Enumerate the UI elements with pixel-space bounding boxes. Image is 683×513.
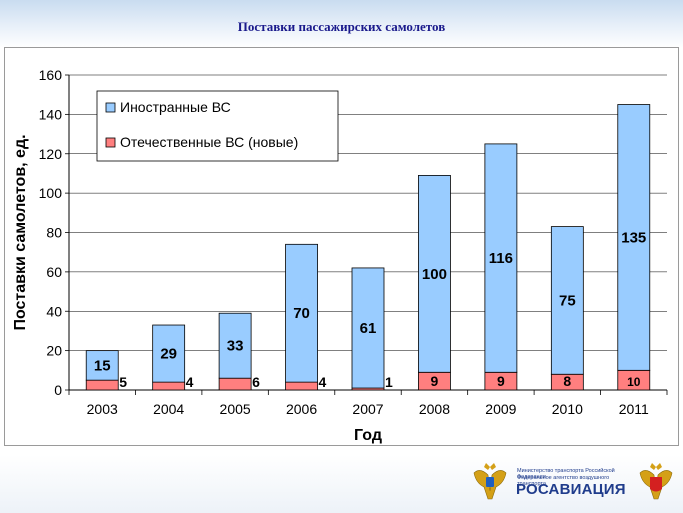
bar-foreign xyxy=(418,175,451,373)
data-label-domestic: 9 xyxy=(497,373,505,389)
data-label-foreign: 33 xyxy=(227,338,244,355)
data-label-domestic: 10 xyxy=(627,375,641,389)
x-tick-label: 2004 xyxy=(153,401,184,417)
legend-label: Иностранные ВС xyxy=(120,99,231,115)
x-tick-label: 2007 xyxy=(352,401,383,417)
y-tick-label: 0 xyxy=(54,382,62,398)
eagle-emblem-left-icon xyxy=(473,463,507,500)
bar-foreign xyxy=(550,226,584,375)
page-title: Поставки пассажирских самолетов xyxy=(237,19,446,34)
header-band xyxy=(0,0,683,48)
data-label-domestic: 8 xyxy=(563,373,571,389)
x-tick-label: 2009 xyxy=(485,401,516,417)
bar-foreign xyxy=(351,267,385,389)
bar-domestic xyxy=(85,379,119,391)
y-tick-label: 80 xyxy=(46,225,62,241)
x-tick-label: 2008 xyxy=(419,401,450,417)
x-tick-label: 2003 xyxy=(87,401,118,417)
legend-swatch xyxy=(105,102,116,113)
legend xyxy=(96,90,339,162)
bar-foreign xyxy=(484,143,518,373)
y-tick-label: 140 xyxy=(39,106,63,122)
data-label-domestic: 1 xyxy=(385,374,393,390)
data-label-foreign: 135 xyxy=(621,229,646,246)
data-label-foreign: 75 xyxy=(559,292,576,309)
data-label-domestic: 5 xyxy=(119,374,127,390)
data-label-foreign: 15 xyxy=(94,357,111,374)
bar-foreign xyxy=(85,350,119,381)
bar-foreign xyxy=(152,324,186,383)
data-label-domestic: 6 xyxy=(252,374,260,390)
footer-band xyxy=(0,455,683,513)
ministry-line1: Министерство транспорта Российской Федер… xyxy=(517,468,615,480)
data-label-domestic: 9 xyxy=(431,373,439,389)
bar-domestic xyxy=(285,381,318,391)
y-tick-label: 160 xyxy=(39,67,63,83)
data-label-foreign: 61 xyxy=(360,320,377,337)
x-tick-label: 2010 xyxy=(552,401,583,417)
bar-domestic xyxy=(152,381,186,391)
data-label-foreign: 70 xyxy=(293,305,310,322)
x-tick-label: 2006 xyxy=(286,401,317,417)
chart-frame: 0 20 40 60 80 100 120 140 160 5 15 2003 4 29 2004 6 33 20… xyxy=(4,47,679,446)
y-tick-label: 60 xyxy=(46,264,62,280)
data-label-domestic: 4 xyxy=(319,374,327,390)
data-label-domestic: 4 xyxy=(186,374,194,390)
y-axis-title: Поставки самолетов, ед. xyxy=(12,134,29,330)
ministry-line2: Федеральное агентство воздушного транспо… xyxy=(517,475,610,487)
y-tick-label: 20 xyxy=(46,343,62,359)
data-label-foreign: 29 xyxy=(160,346,177,363)
bar-foreign xyxy=(617,104,651,371)
bar-chart: 0 20 40 60 80 100 120 140 160 5 15 2003 4 29 2004 6 33 20… xyxy=(12,67,668,444)
legend-swatch xyxy=(105,137,116,148)
bar-foreign xyxy=(218,312,252,379)
bar-foreign xyxy=(285,243,318,383)
legend-label: Отечественные ВС (новые) xyxy=(120,134,298,150)
x-axis-title: Год xyxy=(354,427,382,444)
data-label-foreign: 116 xyxy=(489,250,513,267)
x-tick-label: 2011 xyxy=(619,401,649,417)
bar-domestic xyxy=(218,377,252,391)
data-label-foreign: 100 xyxy=(422,266,447,283)
y-tick-label: 40 xyxy=(46,303,62,319)
x-tick-label: 2005 xyxy=(220,401,251,417)
eagle-emblem-right-icon xyxy=(639,463,673,500)
y-tick-label: 100 xyxy=(39,185,63,201)
y-tick-label: 120 xyxy=(39,146,63,162)
brand-name: РОСАВИАЦИЯ xyxy=(516,481,626,498)
